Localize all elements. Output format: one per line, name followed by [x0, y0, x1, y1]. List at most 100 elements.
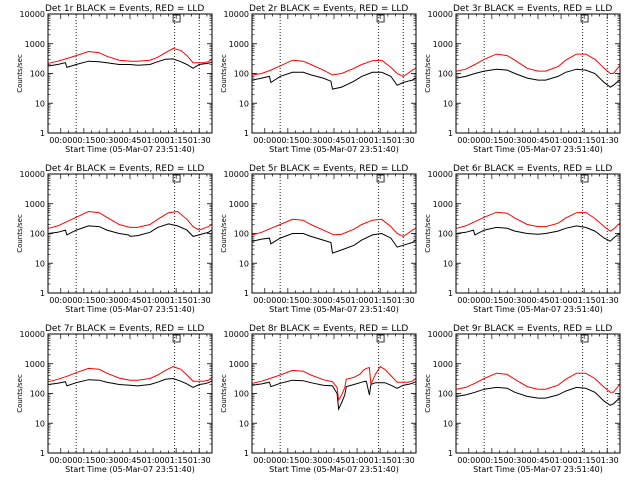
- events-series-line: [456, 68, 620, 88]
- y-tick-label: 1000: [229, 40, 249, 49]
- y-axis-label: Counts/sec: [220, 214, 228, 253]
- x-tick-label: 00:45: [526, 296, 549, 305]
- y-axis-label: Counts/sec: [424, 214, 432, 253]
- y-axis-label: Counts/sec: [16, 54, 24, 93]
- x-tick-label: 01:30: [596, 456, 619, 465]
- x-tick-label: 00:30: [299, 456, 322, 465]
- x-tick-label: 00:30: [503, 296, 526, 305]
- x-tick-label: 01:00: [550, 456, 573, 465]
- y-tick-label: 1000: [229, 200, 249, 209]
- y-tick-label: 10000: [224, 170, 249, 179]
- legend-box: [172, 174, 181, 183]
- y-tick-label: 10000: [428, 330, 453, 339]
- x-tick-label: 01:30: [188, 456, 211, 465]
- lld-series-line: [456, 211, 620, 232]
- x-tick-label: 00:00: [49, 296, 72, 305]
- x-tick-label: 00:00: [49, 136, 72, 145]
- y-tick-label: 1: [40, 449, 45, 458]
- legend-box: [172, 334, 181, 343]
- y-tick-label: 1000: [433, 360, 453, 369]
- y-axis-label: Counts/sec: [220, 374, 228, 413]
- lld-series-line: [252, 59, 416, 77]
- x-tick-label: 01:30: [392, 456, 415, 465]
- y-tick-label: 1000: [25, 360, 45, 369]
- y-tick-label: 10: [443, 419, 453, 428]
- x-tick-label: 00:00: [457, 296, 480, 305]
- y-tick-label: 10: [35, 99, 45, 108]
- x-tick-label: 01:30: [392, 136, 415, 145]
- x-tick-label: 00:15: [480, 136, 503, 145]
- y-axis-label: Counts/sec: [424, 54, 432, 93]
- chart-title: Det 6r BLACK = Events, RED = LLD: [453, 164, 612, 174]
- events-series-line: [252, 232, 416, 254]
- chart-title: Det 2r BLACK = Events, RED = LLD: [249, 4, 408, 14]
- chart-panel: Det 7r BLACK = Events, RED = LLD 1 10 100 10…: [16, 324, 213, 474]
- y-tick-label: 10000: [224, 10, 249, 19]
- x-tick-label: 00:00: [457, 136, 480, 145]
- x-tick-label: 01:00: [142, 296, 165, 305]
- x-tick-label: 01:00: [346, 296, 369, 305]
- x-tick-label: 01:15: [369, 136, 392, 145]
- x-tick-label: 00:45: [526, 136, 549, 145]
- x-tick-label: 01:30: [392, 296, 415, 305]
- x-tick-label: 00:30: [299, 136, 322, 145]
- x-tick-label: 01:15: [573, 456, 596, 465]
- x-tick-label: 00:30: [95, 136, 118, 145]
- x-tick-label: 01:15: [165, 296, 188, 305]
- chart-panel: Det 4r BLACK = Events, RED = LLD 1 10 100 10…: [16, 164, 213, 314]
- y-tick-label: 1000: [433, 40, 453, 49]
- events-series-line: [456, 386, 620, 406]
- lld-series-line: [252, 365, 416, 402]
- y-tick-label: 10: [239, 99, 249, 108]
- x-tick-label: 00:15: [72, 296, 95, 305]
- chart-panel: Det 6r BLACK = Events, RED = LLD 1 10 100 10…: [424, 164, 621, 314]
- events-series-line: [456, 225, 620, 242]
- y-tick-label: 100: [438, 70, 453, 79]
- y-tick-label: 1: [40, 289, 45, 298]
- x-tick-label: 01:30: [596, 136, 619, 145]
- x-tick-label: 01:30: [188, 296, 211, 305]
- chart-title: Det 9r BLACK = Events, RED = LLD: [453, 324, 612, 334]
- legend-box: [580, 14, 589, 23]
- y-tick-label: 10000: [428, 10, 453, 19]
- legend-box: [376, 174, 385, 183]
- x-tick-label: 00:45: [118, 456, 141, 465]
- chart-title: Det 4r BLACK = Events, RED = LLD: [45, 164, 204, 174]
- y-tick-label: 100: [234, 230, 249, 239]
- x-tick-label: 00:30: [503, 456, 526, 465]
- x-tick-label: 00:15: [480, 296, 503, 305]
- legend-box: [172, 14, 181, 23]
- plot-frame: [251, 173, 417, 294]
- y-tick-label: 100: [30, 390, 45, 399]
- x-axis-label: Start Time (05-Mar-07 23:51:40): [269, 465, 399, 474]
- lld-series-line: [48, 366, 212, 383]
- events-series-line: [48, 223, 212, 237]
- lld-series-line: [252, 218, 416, 237]
- y-axis-label: Counts/sec: [16, 374, 24, 413]
- x-axis-label: Start Time (05-Mar-07 23:51:40): [269, 305, 399, 314]
- chart-panel: Det 8r BLACK = Events, RED = LLD 1 10 100 10…: [220, 324, 417, 474]
- x-tick-label: 00:00: [253, 456, 276, 465]
- x-tick-label: 00:15: [72, 456, 95, 465]
- x-tick-label: 00:30: [299, 296, 322, 305]
- x-axis-label: Start Time (05-Mar-07 23:51:40): [65, 145, 195, 154]
- y-tick-label: 1: [244, 289, 249, 298]
- y-tick-label: 1000: [25, 200, 45, 209]
- legend-box: [580, 174, 589, 183]
- plot-frame: [47, 13, 213, 134]
- legend-box: [376, 334, 385, 343]
- x-tick-label: 01:00: [346, 136, 369, 145]
- y-tick-label: 1: [448, 449, 453, 458]
- x-tick-label: 00:00: [253, 136, 276, 145]
- x-tick-label: 00:30: [503, 136, 526, 145]
- x-tick-label: 00:15: [276, 136, 299, 145]
- y-tick-label: 10: [35, 419, 45, 428]
- chart-title: Det 5r BLACK = Events, RED = LLD: [249, 164, 408, 174]
- y-tick-label: 10: [239, 259, 249, 268]
- x-tick-label: 00:15: [276, 456, 299, 465]
- x-axis-label: Start Time (05-Mar-07 23:51:40): [65, 465, 195, 474]
- x-tick-label: 01:00: [550, 296, 573, 305]
- x-tick-label: 01:15: [369, 296, 392, 305]
- x-tick-label: 00:45: [118, 296, 141, 305]
